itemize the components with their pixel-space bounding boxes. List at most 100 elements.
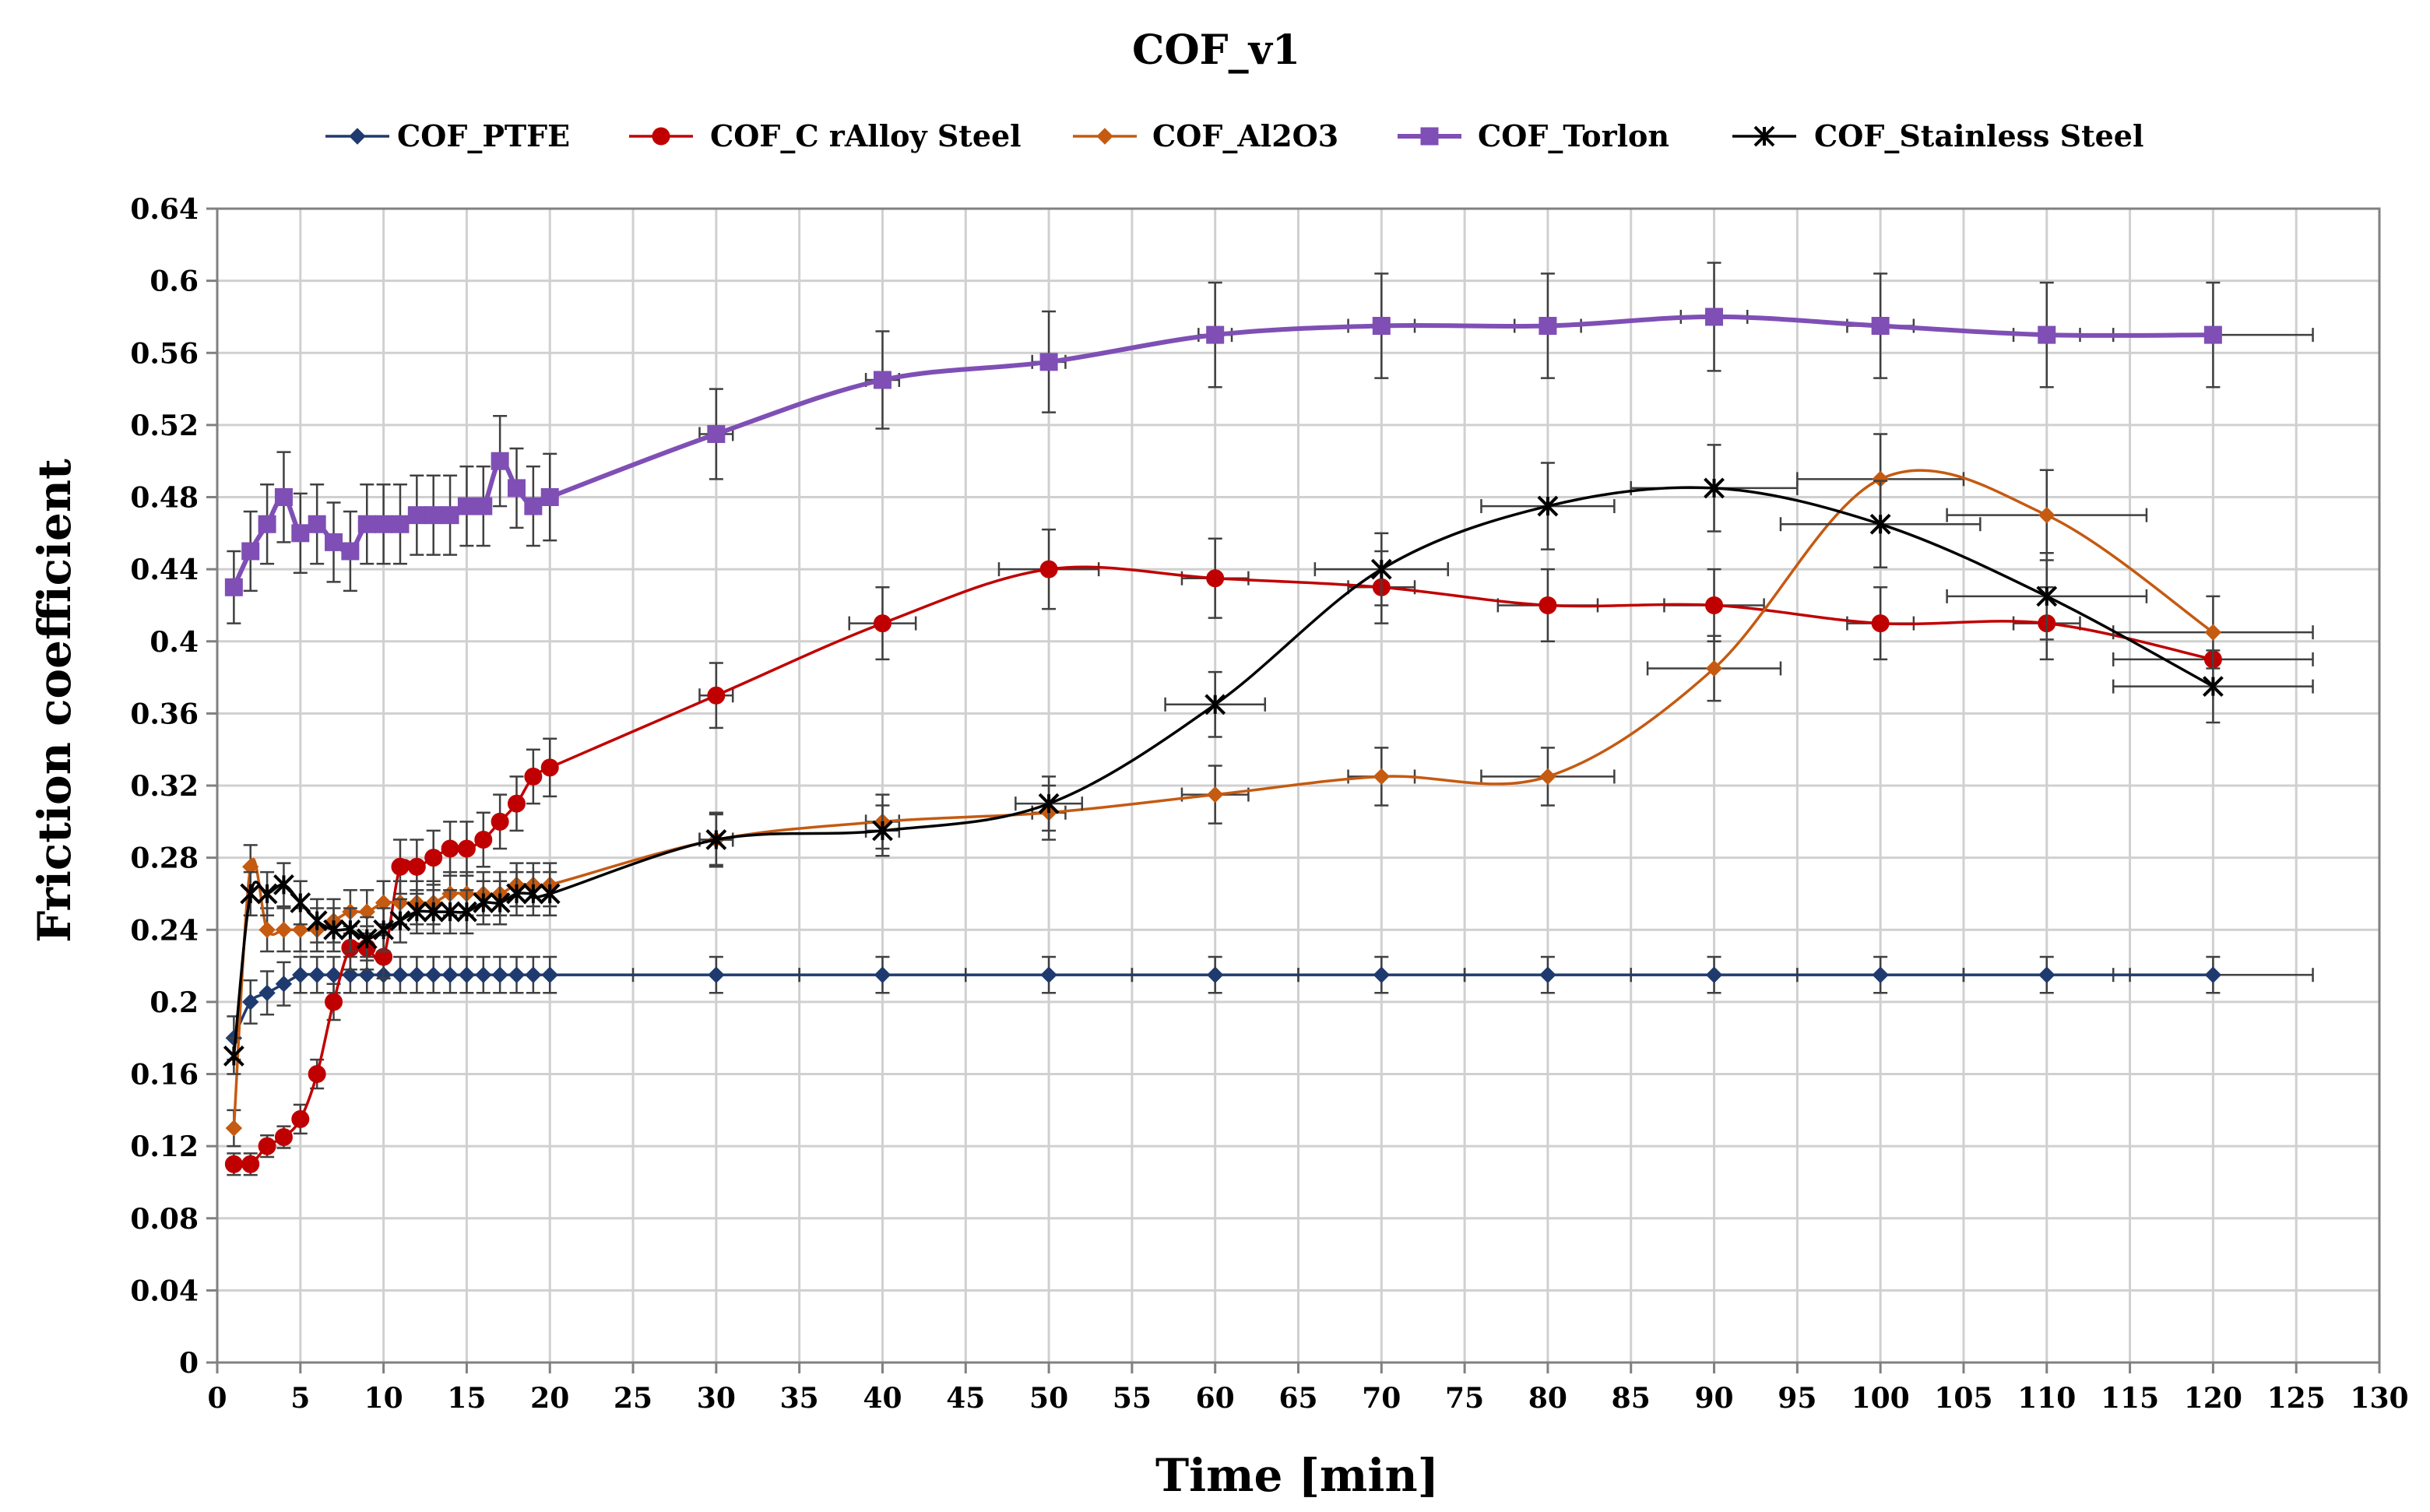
data-point	[223, 1045, 244, 1067]
x-tick-label: 85	[1612, 1382, 1651, 1415]
data-point	[256, 883, 278, 905]
data-point	[1204, 694, 1226, 716]
data-point	[873, 614, 891, 633]
x-tick-label: 40	[863, 1382, 902, 1415]
data-point	[2036, 585, 2058, 607]
data-point	[274, 488, 293, 506]
data-point	[1869, 513, 1891, 535]
data-point	[224, 578, 243, 596]
x-tick-label: 90	[1694, 1382, 1733, 1415]
data-point	[2038, 966, 2055, 983]
data-point	[291, 524, 310, 543]
legend-item-1: COF_C rAlloy Steel	[629, 118, 1022, 153]
data-point	[342, 966, 359, 983]
data-point	[874, 966, 891, 983]
legend-marker	[349, 128, 366, 145]
data-point	[392, 966, 409, 983]
x-tick-label: 75	[1445, 1382, 1484, 1415]
data-point	[491, 966, 508, 983]
data-point	[1704, 477, 1725, 499]
data-point	[375, 515, 393, 533]
data-point	[475, 966, 492, 983]
y-tick-label: 0.12	[130, 1130, 199, 1163]
data-point	[391, 515, 410, 533]
data-point	[707, 424, 726, 443]
error-bars	[227, 444, 2314, 1075]
series-3	[224, 262, 2314, 624]
y-tick-label: 0.4	[149, 626, 199, 659]
data-point	[306, 910, 328, 932]
x-tick-label: 0	[207, 1382, 227, 1415]
data-point	[439, 901, 461, 923]
x-tick-label: 20	[530, 1382, 569, 1415]
data-point	[540, 488, 559, 506]
legend-item-0: COF_PTFE	[325, 118, 570, 153]
axes: 0 5 10 15 20 25 30 35 40 45 50 55 60 65 70 75 80 85 90 95 10…	[130, 193, 2408, 1415]
data-point	[541, 966, 558, 983]
x-tick-label: 130	[2350, 1382, 2408, 1415]
data-point	[325, 993, 343, 1011]
y-tick-label: 0.44	[130, 554, 199, 586]
y-tick-label: 0.6	[149, 265, 199, 298]
x-tick-label: 80	[1528, 1382, 1567, 1415]
data-point	[407, 857, 426, 876]
data-point	[441, 839, 459, 858]
x-tick-label: 45	[946, 1382, 985, 1415]
data-point	[522, 883, 544, 905]
data-point	[508, 794, 526, 813]
data-point	[407, 506, 426, 525]
y-tick-label: 0.32	[130, 770, 199, 803]
data-point	[1539, 596, 1557, 614]
data-point	[325, 533, 343, 551]
data-point	[391, 857, 410, 876]
y-tick-label: 0.24	[130, 914, 199, 947]
x-tick-label: 50	[1029, 1382, 1068, 1415]
y-tick-label: 0.64	[130, 193, 199, 226]
data-point	[474, 830, 493, 849]
x-tick-label: 60	[1196, 1382, 1235, 1415]
data-point	[473, 892, 494, 913]
x-tick-label: 100	[1852, 1382, 1910, 1415]
data-point	[524, 497, 543, 515]
data-point	[1705, 308, 1724, 326]
data-point	[1206, 786, 1224, 803]
data-point	[705, 829, 727, 850]
x-tick-label: 120	[2184, 1382, 2242, 1415]
data-point	[525, 966, 542, 983]
data-point	[707, 686, 726, 705]
data-point	[339, 919, 361, 941]
data-point	[408, 966, 426, 983]
data-point	[308, 1065, 326, 1083]
data-point	[258, 921, 276, 938]
data-point	[258, 1137, 276, 1155]
x-tick-label: 15	[447, 1382, 486, 1415]
y-tick-label: 0.16	[130, 1059, 199, 1092]
data-point	[1206, 966, 1224, 983]
data-point	[275, 976, 293, 993]
data-point	[341, 542, 360, 561]
data-point	[1539, 966, 1556, 983]
data-point	[491, 812, 509, 831]
data-point	[224, 1155, 243, 1173]
data-point	[506, 883, 527, 905]
data-point	[441, 966, 459, 983]
data-point	[357, 515, 376, 533]
data-point	[1539, 317, 1557, 336]
data-point	[2204, 966, 2222, 983]
x-tick-label: 55	[1113, 1382, 1152, 1415]
y-tick-label: 0	[179, 1347, 199, 1380]
data-point	[258, 984, 276, 1002]
data-point	[241, 542, 260, 561]
y-axis-label: Friction coefficient	[28, 459, 81, 943]
data-point	[1039, 560, 1058, 578]
legend-marker	[1420, 127, 1439, 146]
data-point	[258, 515, 276, 533]
y-tick-label: 0.08	[130, 1203, 199, 1236]
data-point	[2202, 676, 2224, 698]
data-point	[1871, 317, 1890, 336]
x-tick-label: 115	[2101, 1382, 2159, 1415]
legend-label: COF_Al2O3	[1152, 118, 1338, 153]
x-tick-label: 95	[1778, 1382, 1816, 1415]
